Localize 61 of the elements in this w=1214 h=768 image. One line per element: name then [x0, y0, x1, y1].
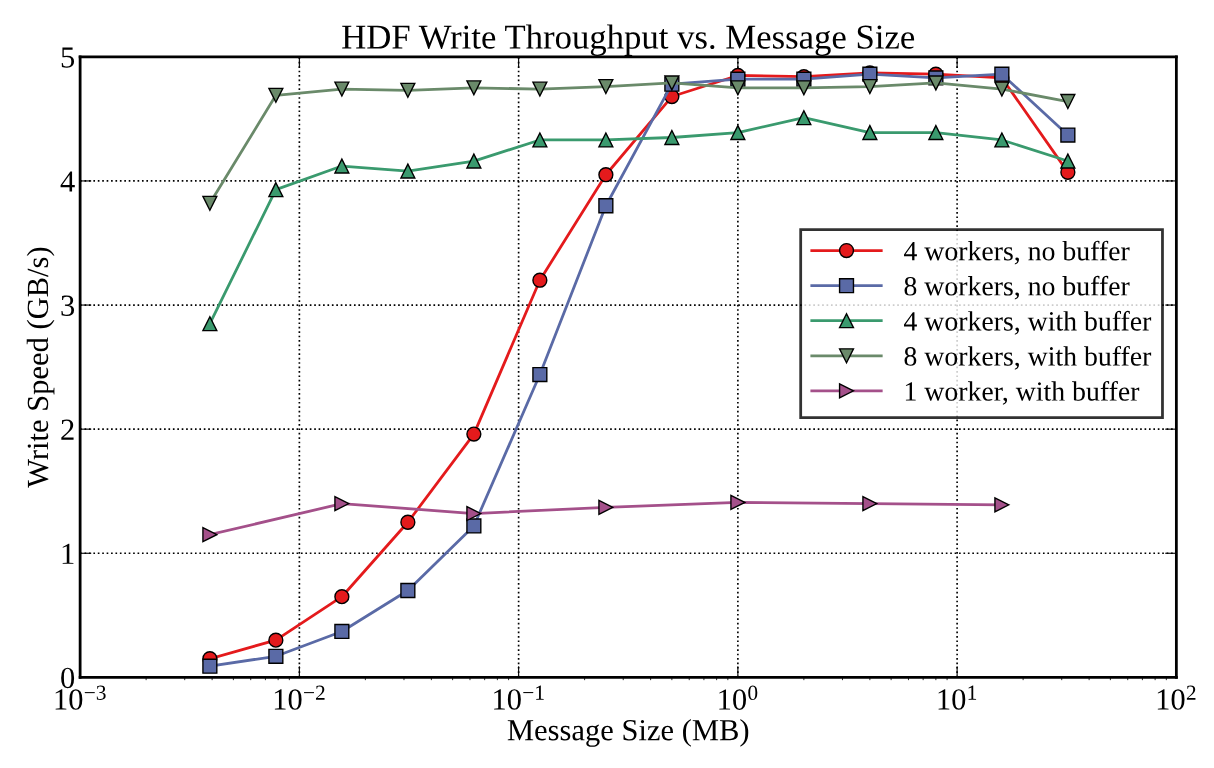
point [400, 163, 416, 179]
point [268, 87, 284, 103]
x-tick-label: 10$^{1}$ [938, 685, 977, 710]
x-tick-label: 10$^{−1}$ [494, 685, 544, 710]
legend-label: 4 workers, with buffer [904, 310, 1152, 335]
point [268, 648, 284, 664]
legend-label: 4 workers, no buffer [904, 240, 1130, 265]
point [466, 426, 482, 442]
y-axis-title: Write Speed (GB/s) [26, 247, 55, 488]
point [334, 158, 350, 174]
legend-label: 8 workers, with buffer [904, 345, 1152, 370]
point [268, 632, 284, 648]
point [202, 527, 218, 543]
x-tick-label: 10$^{2}$ [1157, 685, 1196, 710]
point [730, 124, 746, 141]
point [268, 181, 284, 198]
point [994, 66, 1010, 82]
point [598, 167, 614, 183]
x-axis-title: Message Size (MB) [507, 718, 749, 747]
point [532, 81, 548, 97]
point [862, 124, 878, 141]
chart-title: HDF Write Throughput vs. Message Size [342, 24, 915, 56]
y-tick-label: 4 [60, 171, 75, 192]
point [466, 80, 482, 96]
y-tick-label: 2 [61, 419, 74, 440]
y-tick-label: 1 [62, 543, 74, 564]
point [532, 272, 548, 288]
point [928, 75, 944, 91]
x-tick-label: 10$^{0}$ [719, 685, 758, 710]
point [1060, 93, 1076, 110]
point [202, 658, 218, 674]
y-tick-label: 5 [61, 47, 75, 68]
point [334, 623, 350, 640]
point [466, 153, 482, 169]
point [1060, 127, 1076, 143]
y-tick-label: 3 [61, 295, 75, 316]
point [664, 129, 680, 146]
legend-label: 8 workers, no buffer [904, 275, 1130, 300]
point [202, 195, 218, 211]
point [400, 582, 416, 599]
x-tick-label: 10$^{−2}$ [274, 685, 325, 710]
point [466, 518, 482, 534]
point [532, 132, 548, 148]
point [598, 198, 614, 214]
point [532, 366, 548, 383]
legend-label: 1 worker, with buffer [905, 381, 1140, 405]
point [928, 124, 944, 141]
point [796, 80, 812, 96]
point [862, 78, 878, 95]
point [202, 316, 218, 332]
point [796, 110, 812, 126]
point [334, 589, 350, 605]
point [994, 132, 1010, 148]
point [730, 80, 746, 96]
point [1060, 153, 1076, 169]
point [994, 81, 1010, 97]
point [598, 78, 614, 95]
point [598, 132, 614, 148]
point [334, 81, 350, 97]
point [400, 82, 416, 98]
point [400, 514, 416, 530]
